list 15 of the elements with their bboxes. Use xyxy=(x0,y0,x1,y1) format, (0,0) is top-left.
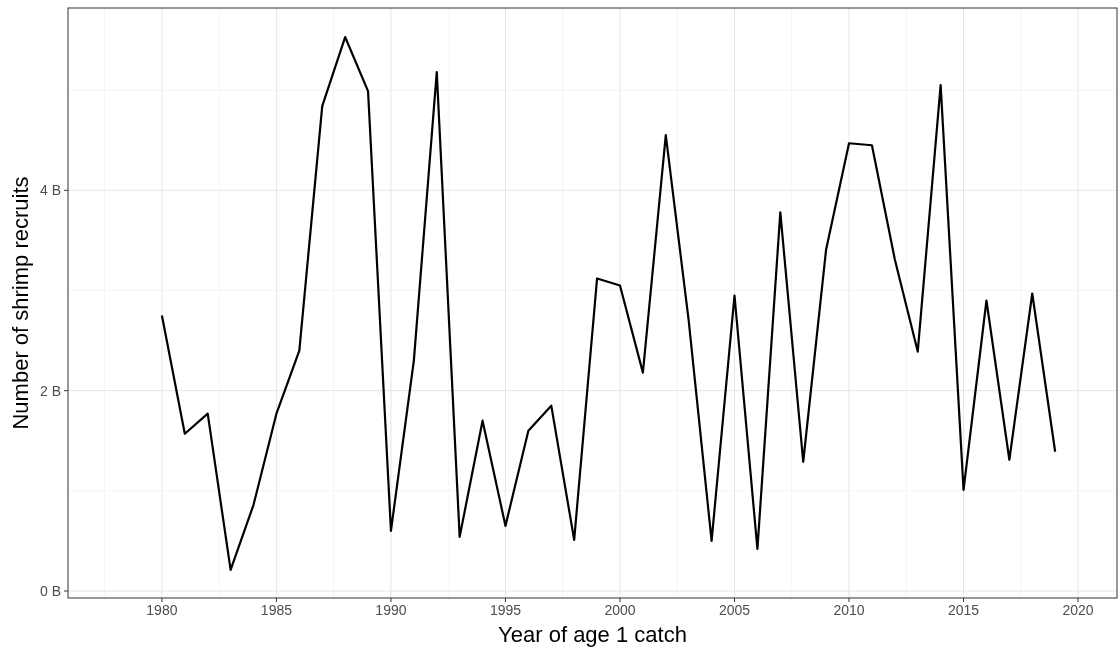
x-axis-title: Year of age 1 catch xyxy=(498,622,687,647)
y-tick-label: 4 B xyxy=(39,182,61,199)
x-tick-label: 2005 xyxy=(718,602,751,618)
line-series xyxy=(160,35,1057,572)
y-axis-title: Number of shrimp recruits xyxy=(8,176,33,430)
x-tick-label: 1980 xyxy=(146,602,178,618)
y-tick-label: 0 B xyxy=(39,582,61,599)
x-tick-label: 2020 xyxy=(1062,602,1094,618)
x-tick-label: 2000 xyxy=(604,602,636,618)
x-tick-label: 2015 xyxy=(947,602,980,618)
x-tick-label: 2010 xyxy=(833,602,865,618)
x-tick-label: 1990 xyxy=(375,602,407,618)
y-tick-label: 2 B xyxy=(39,382,61,399)
x-tick-label: 1995 xyxy=(489,602,522,618)
x-tick-label: 1985 xyxy=(260,602,293,618)
